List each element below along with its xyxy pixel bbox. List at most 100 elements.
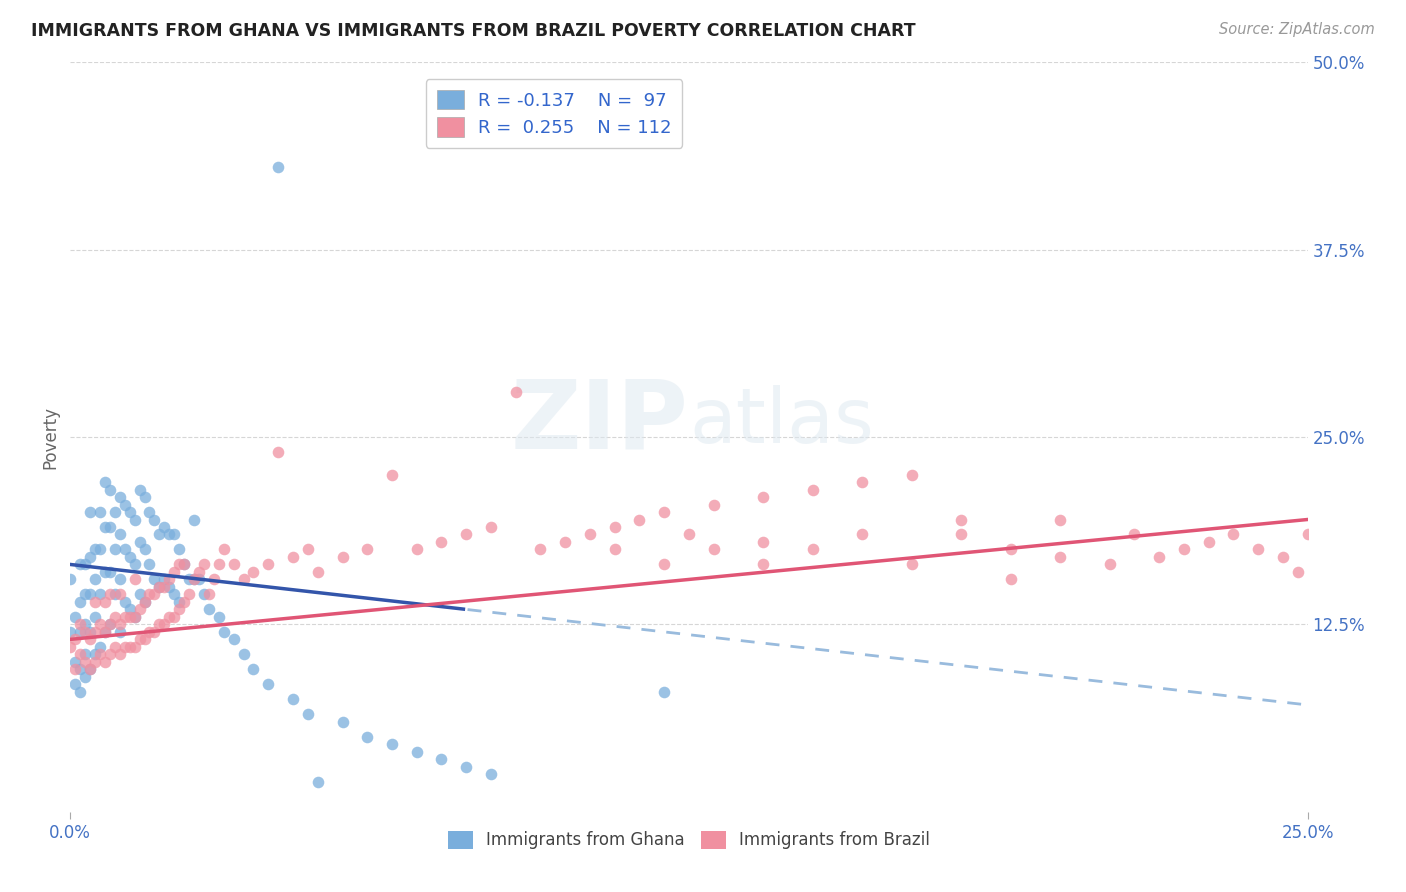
Point	[167, 542, 190, 557]
Point	[59, 573, 82, 587]
Y-axis label: Poverty: Poverty	[41, 406, 59, 468]
Point	[134, 490, 156, 504]
Point	[281, 549, 304, 564]
Point	[628, 512, 651, 526]
Point	[1049, 549, 1071, 564]
Text: IMMIGRANTS FROM GHANA VS IMMIGRANTS FROM BRAZIL POVERTY CORRELATION CHART: IMMIGRANTS FROM GHANA VS IMMIGRANTS FROM…	[31, 22, 915, 40]
Point	[652, 558, 675, 572]
Point	[307, 565, 329, 579]
Point	[69, 662, 91, 676]
Point	[430, 752, 453, 766]
Point	[143, 512, 166, 526]
Point	[118, 549, 141, 564]
Point	[128, 602, 150, 616]
Point	[84, 542, 107, 557]
Point	[1173, 542, 1195, 557]
Point	[108, 490, 131, 504]
Point	[752, 490, 775, 504]
Point	[1098, 558, 1121, 572]
Point	[98, 587, 121, 601]
Point	[183, 512, 205, 526]
Point	[297, 542, 319, 557]
Point	[188, 573, 211, 587]
Point	[84, 595, 107, 609]
Point	[267, 445, 290, 459]
Point	[505, 385, 527, 400]
Point	[703, 498, 725, 512]
Text: atlas: atlas	[689, 385, 873, 459]
Point	[124, 640, 146, 654]
Point	[851, 527, 873, 541]
Point	[108, 527, 131, 541]
Point	[381, 737, 404, 751]
Point	[1147, 549, 1170, 564]
Point	[128, 587, 150, 601]
Point	[79, 549, 101, 564]
Point	[405, 542, 427, 557]
Point	[128, 483, 150, 497]
Point	[84, 648, 107, 662]
Point	[94, 595, 117, 609]
Point	[94, 520, 117, 534]
Point	[479, 767, 502, 781]
Point	[603, 520, 626, 534]
Point	[79, 662, 101, 676]
Point	[118, 602, 141, 616]
Point	[65, 632, 87, 647]
Point	[114, 542, 136, 557]
Point	[59, 624, 82, 639]
Point	[801, 542, 824, 557]
Point	[202, 573, 225, 587]
Point	[430, 535, 453, 549]
Point	[98, 483, 121, 497]
Point	[173, 558, 195, 572]
Point	[281, 692, 304, 706]
Point	[193, 587, 215, 601]
Legend: Immigrants from Ghana, Immigrants from Brazil: Immigrants from Ghana, Immigrants from B…	[441, 824, 936, 855]
Point	[104, 610, 127, 624]
Point	[652, 685, 675, 699]
Point	[900, 558, 922, 572]
Point	[65, 610, 87, 624]
Point	[75, 617, 97, 632]
Point	[163, 587, 186, 601]
Point	[157, 580, 180, 594]
Point	[167, 558, 190, 572]
Point	[98, 648, 121, 662]
Point	[134, 595, 156, 609]
Point	[75, 587, 97, 601]
Point	[104, 640, 127, 654]
Point	[153, 617, 176, 632]
Point	[94, 624, 117, 639]
Point	[143, 587, 166, 601]
Point	[89, 640, 111, 654]
Point	[84, 573, 107, 587]
Point	[177, 573, 200, 587]
Point	[356, 542, 378, 557]
Point	[163, 527, 186, 541]
Point	[163, 565, 186, 579]
Point	[104, 505, 127, 519]
Point	[65, 677, 87, 691]
Point	[678, 527, 700, 541]
Point	[752, 535, 775, 549]
Point	[456, 527, 478, 541]
Point	[212, 624, 235, 639]
Point	[752, 558, 775, 572]
Point	[98, 520, 121, 534]
Point	[108, 617, 131, 632]
Point	[98, 565, 121, 579]
Point	[79, 505, 101, 519]
Point	[79, 587, 101, 601]
Point	[98, 617, 121, 632]
Point	[198, 587, 221, 601]
Point	[177, 587, 200, 601]
Point	[134, 632, 156, 647]
Point	[114, 595, 136, 609]
Point	[157, 610, 180, 624]
Point	[212, 542, 235, 557]
Point	[242, 662, 264, 676]
Point	[332, 549, 354, 564]
Point	[332, 714, 354, 729]
Point	[108, 587, 131, 601]
